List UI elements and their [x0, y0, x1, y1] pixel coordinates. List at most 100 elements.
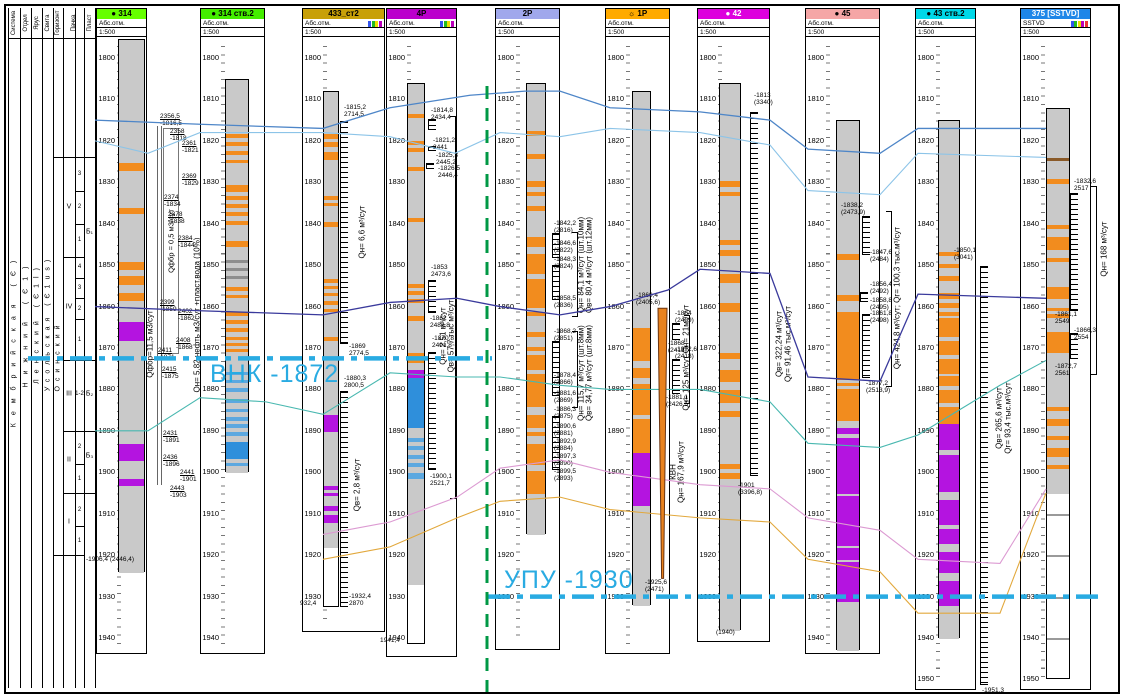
flow-rate-label: Qн= 125 м³/сут	[681, 355, 691, 411]
perf-depth-label: -1814,8 2434,4	[431, 107, 453, 121]
well-log-legend-icon	[1070, 20, 1089, 27]
depth-label: 1860	[607, 301, 624, 311]
depth-label: 1850	[917, 260, 934, 270]
strat-zone-label: IV	[65, 303, 73, 311]
depth-label: 1880	[807, 384, 824, 394]
depth-label: 1820	[98, 135, 115, 145]
depth-label: 1860	[202, 301, 219, 311]
perf-depth-label: -1901 (3396,8)	[738, 482, 762, 496]
lith-interval	[324, 195, 338, 200]
lith-interval	[408, 113, 424, 118]
depth-label: 1920	[1022, 550, 1039, 560]
depth-label: 1880	[497, 384, 514, 394]
lith-interval	[408, 473, 424, 480]
lith-interval	[119, 322, 144, 341]
perf-depth-value: (2851)	[554, 334, 573, 342]
legend-color-chip	[371, 20, 375, 27]
lith-interval	[408, 166, 424, 171]
perforation-bracket	[426, 162, 434, 170]
depth-label: 1870	[497, 343, 514, 352]
lith-interval	[720, 191, 740, 196]
perf-depth-value: 2434,4	[431, 113, 451, 121]
legend-color-chip	[443, 20, 447, 27]
lith-interval	[408, 315, 424, 321]
depth-label: 1930	[1022, 591, 1039, 601]
perf-depth-value: -1871	[158, 354, 175, 362]
perf-depth-value: -1890,6	[554, 423, 577, 431]
lith-interval	[527, 191, 545, 196]
lith-interval	[720, 274, 740, 283]
strat-layer-label: 1	[77, 237, 82, 244]
lith-interval	[837, 295, 859, 302]
perf-depth-label: -1886,3 (2875)	[554, 406, 576, 420]
depth-label: 1800	[699, 53, 716, 62]
perf-depth-label: -1951,3	[982, 687, 1004, 694]
perf-depth-value: -1838	[168, 217, 185, 225]
perf-depth-label: -1877,2 (2513,9)	[866, 380, 890, 394]
flow-rate-label: Qв= 57,7 тыс м³/сут	[446, 299, 456, 372]
lith-interval	[720, 249, 740, 256]
depth-label: 1900	[917, 467, 934, 477]
strat-zone-line	[63, 360, 84, 362]
perf-depth-value: -1903	[170, 492, 187, 500]
perf-depth-value: (3396,8)	[738, 488, 763, 496]
flow-rate-label: Qн= 5,82 нефть м3/сут +пласт.вода (10%)	[192, 237, 202, 393]
perf-depth-value: 2714,5	[344, 111, 364, 119]
lith-interval	[939, 529, 959, 544]
depth-label: 1870	[98, 343, 115, 352]
legend-color-chip	[450, 20, 454, 27]
depth-label: 1880	[388, 384, 405, 394]
perf-depth-value: -1866,3	[1074, 326, 1097, 334]
perf-depth-value: -1869	[349, 343, 366, 351]
perf-depth-label: 1941,4	[380, 637, 400, 644]
perf-depth-value: -1829	[182, 180, 199, 188]
depth-label: 1900	[304, 467, 321, 477]
perf-depth-value: -1861,8	[870, 309, 893, 317]
depth-label: 1910	[807, 508, 824, 518]
perf-depth-value: 2441	[433, 144, 448, 152]
lith-interval	[408, 377, 424, 428]
strat-subzone-line	[75, 190, 84, 192]
depth-label: 1870	[807, 343, 824, 352]
lith-matrix	[408, 83, 424, 586]
strat-header-label: Пачка	[70, 14, 77, 32]
depth-label: 1850	[1022, 260, 1039, 270]
lith-interval	[939, 264, 959, 269]
perf-depth-value: -1896	[163, 460, 180, 468]
depth-label: 1840	[699, 218, 716, 228]
lith-interval	[226, 462, 248, 467]
depth-ticks	[1041, 46, 1045, 682]
depth-label: 1810	[202, 94, 219, 104]
perf-depth-label: -1842,2 (2816)	[554, 220, 576, 234]
lith-interval	[408, 283, 424, 289]
lith-matrix	[324, 92, 338, 548]
depth-label: 1830	[304, 177, 321, 187]
perf-depth-value: -1821,2	[433, 137, 456, 145]
depth-label: 1910	[388, 508, 405, 518]
depth-label: 1830	[497, 177, 514, 187]
strat-horizon-line	[53, 157, 63, 159]
well-scale-row: 1:500	[496, 28, 559, 37]
perf-depth-label: -1906,4 (2446,4)	[86, 556, 134, 563]
depth-label: 1900	[607, 467, 624, 477]
lith-interval	[527, 154, 545, 160]
depth-label: 1920	[807, 550, 824, 560]
strat-unit-label: Ленский (Є1l)	[33, 262, 40, 385]
lith-interval	[226, 195, 248, 200]
perf-depth-value: (2893)	[554, 474, 573, 482]
lith-interval	[720, 303, 740, 312]
depth-label: 1890	[807, 425, 824, 435]
perf-depth-value: -1878,4	[554, 371, 577, 379]
perf-depth-value: 2431	[163, 430, 178, 438]
perf-depth-value: -1853	[431, 264, 448, 272]
well-datum-row: Абс.отм.	[97, 19, 146, 28]
depth-label: 1870	[607, 343, 624, 352]
depth-label: 1930	[202, 591, 219, 601]
depth-label: 1830	[917, 177, 934, 187]
depth-label: 1810	[607, 94, 624, 104]
lith-interval	[324, 308, 338, 313]
flow-rate-label: Qн= 21м³/сут	[681, 305, 691, 354]
perf-depth-label: 2378 -1838	[168, 211, 185, 225]
perf-depth-value: 2408	[176, 336, 191, 344]
lith-interval	[1047, 435, 1069, 441]
